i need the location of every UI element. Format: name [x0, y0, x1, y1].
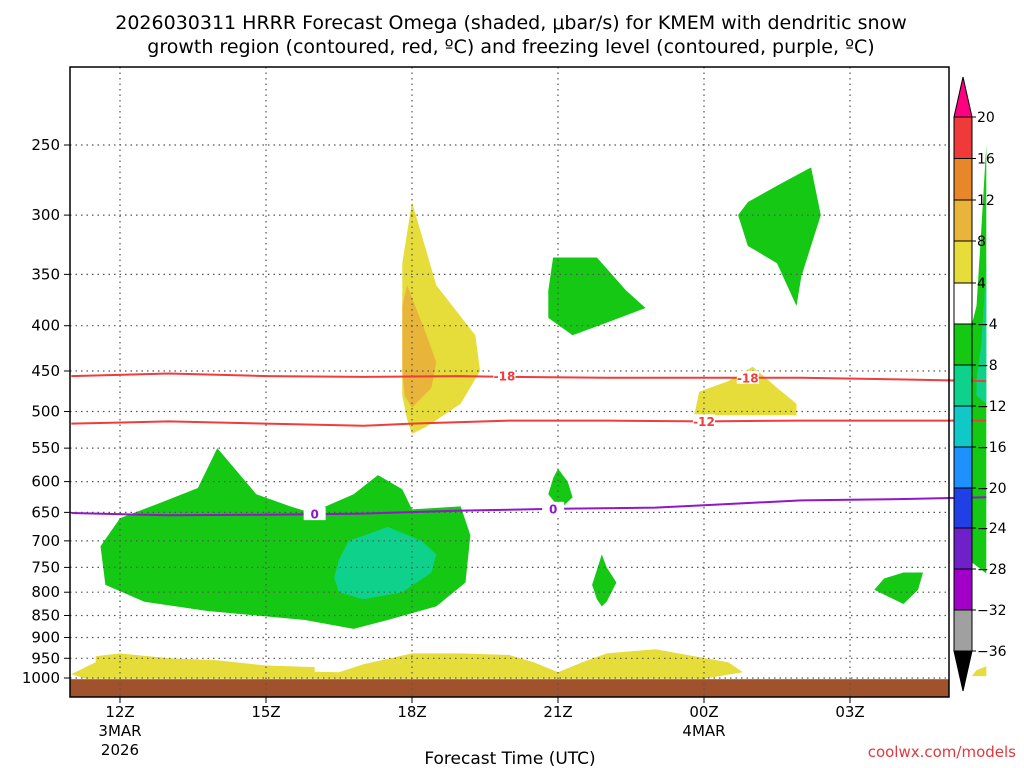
colorbar-label: −4 — [977, 317, 998, 333]
y-tick-label: 750 — [31, 558, 60, 576]
temperature-contours: -18 -18 -12 0 0 — [71, 369, 987, 522]
omega-colorbar: 20 16 12 8 4 −4 −8 −12 −16 −20 −24 −28 −32 −36 — [953, 76, 1007, 692]
colorbar-label: −28 — [977, 562, 1007, 578]
colorbar-swatch — [953, 240, 973, 284]
colorbar-label: −8 — [977, 358, 998, 374]
colorbar-swatch — [953, 323, 973, 366]
x-tick-label: 00Z — [689, 703, 718, 721]
colorbar-label: −36 — [977, 644, 1007, 660]
colorbar-swatch — [953, 364, 973, 407]
y-tick-label: 250 — [31, 136, 60, 154]
colorbar-swatch — [953, 282, 973, 325]
y-tick-label: 800 — [31, 583, 60, 601]
y-tick-label: 550 — [31, 439, 60, 457]
chart-title-line1: 2026030311 HRRR Forecast Omega (shaded, … — [115, 12, 907, 34]
omega-region-11 — [874, 572, 923, 604]
omega-region-13 — [976, 263, 987, 404]
x-tick-label: 03Z — [835, 703, 864, 721]
colorbar-swatch — [953, 487, 973, 529]
contour-label-bg — [303, 507, 326, 521]
omega-region-8 — [738, 167, 821, 306]
colorbar-label: 12 — [977, 193, 995, 209]
x-axis-label: Forecast Time (UTC) — [424, 749, 595, 768]
colorbar-label: −12 — [977, 399, 1007, 415]
x-tick-label: 21Z — [543, 703, 572, 721]
contour-label: -18 — [494, 370, 516, 384]
colorbar-label: −32 — [977, 603, 1007, 619]
omega-region-3 — [694, 366, 797, 416]
chart-title-line2: growth region (contoured, red, ºC) and f… — [147, 36, 874, 58]
y-axis-ticks: 250 300 350 400 450 500 550 600 650 700 750 800 850 9… — [22, 136, 70, 687]
x-tick-year: 2026 — [101, 741, 139, 759]
y-tick-label: 1000 — [22, 669, 60, 687]
y-tick-label: 450 — [31, 362, 60, 380]
contour-label: -18 — [737, 371, 759, 385]
colorbar-label: −16 — [977, 440, 1007, 456]
y-tick-label: 650 — [31, 503, 60, 521]
omega-region-6 — [334, 526, 437, 600]
credit-link[interactable]: coolwx.com/models — [868, 743, 1016, 761]
x-tick-label: 12Z — [105, 703, 134, 721]
contour-label: 0 — [310, 508, 318, 522]
gridlines — [70, 67, 949, 697]
colorbar-max-arrow — [953, 76, 973, 118]
contour-label: -12 — [693, 415, 715, 429]
colorbar-swatch — [953, 405, 973, 448]
contour-label: 0 — [549, 502, 557, 516]
x-tick-date: 3MAR — [98, 722, 141, 740]
colorbar-label: 20 — [977, 110, 995, 126]
y-tick-label: 900 — [31, 628, 60, 646]
y-tick-label: 300 — [31, 206, 60, 224]
colorbar-swatch — [953, 446, 973, 489]
colorbar-swatch — [953, 527, 973, 570]
colorbar-label: 8 — [977, 234, 986, 250]
plot-frame — [69, 66, 950, 698]
colorbar-swatch — [953, 568, 973, 611]
omega-region-7 — [548, 257, 646, 336]
colorbar-swatch — [953, 609, 973, 652]
colorbar-label: −20 — [977, 481, 1007, 497]
y-tick-label: 350 — [31, 265, 60, 283]
y-tick-label: 950 — [31, 649, 60, 667]
colorbar-label: 16 — [977, 152, 995, 168]
x-tick-date: 4MAR — [682, 722, 725, 740]
x-tick-label: 15Z — [251, 703, 280, 721]
contour-label-bg — [542, 501, 565, 515]
colorbar-label: −24 — [977, 521, 1007, 537]
x-tick-label: 18Z — [397, 703, 426, 721]
ground-surface — [70, 679, 949, 697]
colorbar-swatch — [953, 158, 973, 201]
contour-label-bg — [493, 369, 516, 383]
y-tick-label: 600 — [31, 473, 60, 491]
y-tick-label: 700 — [31, 532, 60, 550]
omega-region-4 — [971, 666, 987, 677]
omega-region-2 — [71, 649, 743, 679]
contour-line-1 — [71, 419, 987, 427]
contour-label-bg — [693, 414, 715, 428]
colorbar-min-arrow — [953, 650, 973, 692]
colorbar-label: 4 — [977, 276, 986, 292]
y-tick-label: 400 — [31, 317, 60, 335]
contour-label-bg — [736, 370, 759, 384]
colorbar-swatch — [953, 199, 973, 242]
colorbar-swatch — [953, 116, 973, 159]
y-tick-label: 850 — [31, 607, 60, 625]
y-tick-label: 500 — [31, 403, 60, 421]
omega-region-9 — [548, 468, 573, 507]
